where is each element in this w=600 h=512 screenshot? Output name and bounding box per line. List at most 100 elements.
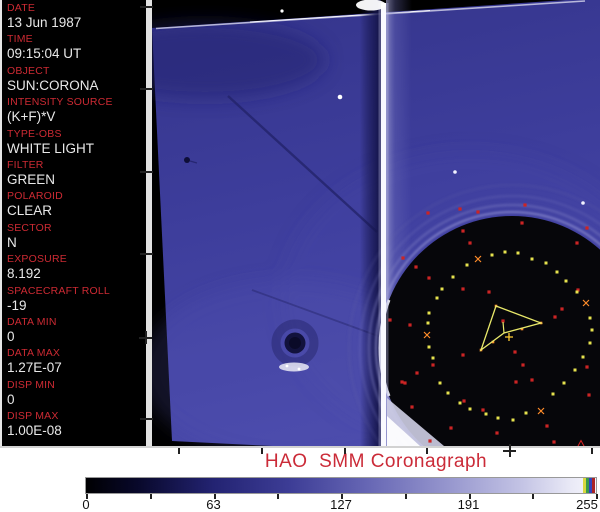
- colorbar-overlay-stripe: [592, 478, 595, 493]
- dust-speck-dark: [184, 157, 190, 163]
- field-label: SPACECRAFT ROLL: [7, 284, 110, 297]
- fiducial-dot: [426, 321, 430, 325]
- fiducial-dot: [426, 211, 430, 215]
- occulting-disk: [380, 216, 600, 446]
- x-marker: [537, 407, 545, 415]
- fiducial-dot: [575, 290, 579, 294]
- fiducial-dot: [575, 241, 579, 245]
- colorbar-tick-label: 127: [330, 497, 352, 512]
- colorbar-overlay-stripe: [589, 478, 592, 493]
- fiducial-dot: [495, 431, 499, 435]
- fiducial-dot: [490, 253, 494, 257]
- diagonal-streak: [227, 95, 378, 233]
- field-label: DISP MIN: [7, 378, 56, 391]
- fiducial-dot: [400, 380, 404, 384]
- fiducial-dot: [446, 391, 450, 395]
- fiducial-dot: [520, 327, 524, 331]
- field-label: SECTOR: [7, 221, 52, 234]
- fiducial-dot: [514, 380, 518, 384]
- field-value: (K+F)*V: [7, 109, 56, 125]
- fiducial-markers: [388, 203, 594, 446]
- image-title: HAO SMM Coronagraph: [264, 451, 488, 472]
- frame-border: [0, 446, 600, 448]
- fiducial-dot: [388, 318, 392, 322]
- fiducial-dot: [585, 226, 589, 230]
- fiducial-dot: [501, 319, 505, 323]
- metadata-field: INTENSITY SOURCE (K+F)*V: [7, 96, 146, 127]
- fiducial-dot: [476, 210, 480, 214]
- fiducial-dot: [410, 405, 414, 409]
- fiducial-dot: [530, 378, 534, 382]
- fiducial-dot: [427, 345, 431, 349]
- bottom-axis-tick: [426, 448, 428, 454]
- metadata-field: DISP MIN 0: [7, 379, 146, 410]
- field-label: OBJECT: [7, 64, 50, 77]
- field-value: 0: [7, 391, 15, 407]
- fiducial-dot: [468, 241, 472, 245]
- field-label: POLAROID: [7, 190, 63, 203]
- left-axis-tick: [140, 171, 153, 173]
- metadata-field: SECTOR N: [7, 222, 146, 253]
- x-marker: [474, 255, 482, 263]
- field-value: CLEAR: [7, 203, 53, 219]
- field-value: N: [7, 234, 17, 250]
- metadata-field: SPACECRAFT ROLL -19: [7, 285, 146, 316]
- pylon-top-blob: [356, 0, 386, 11]
- fiducial-dot: [458, 401, 462, 405]
- colorbar-tick: [341, 494, 343, 499]
- metadata-field: DISP MAX 1.00E-08: [7, 410, 146, 441]
- fiducial-dot: [401, 256, 405, 260]
- fiducial-dot: [449, 426, 453, 430]
- fiducial-dot: [524, 411, 528, 415]
- fiducial-dot: [521, 363, 525, 367]
- fiducial-dot: [555, 270, 559, 274]
- bottom-axis-tick: [344, 448, 346, 454]
- metadata-field: DATE 13 Jun 1987: [7, 2, 146, 33]
- occulter-artifact-blob: [271, 319, 319, 372]
- metadata-field: DATA MIN 0: [7, 316, 146, 347]
- fiducial-dot: [403, 381, 407, 385]
- field-value: -19: [7, 297, 27, 313]
- field-label: FILTER: [7, 158, 44, 171]
- field-value: GREEN: [7, 171, 56, 187]
- fiducial-dot: [484, 412, 488, 416]
- field-value: 0: [7, 328, 15, 344]
- fiducial-dot: [520, 221, 524, 225]
- coronagraph-image: [152, 0, 600, 446]
- fiducial-dot: [585, 365, 589, 369]
- fiducial-dot: [590, 328, 594, 332]
- colorbar-tick: [86, 494, 88, 499]
- fiducial-dot: [468, 407, 472, 411]
- fiducial-dot: [545, 424, 549, 428]
- fiducial-dot: [435, 296, 439, 300]
- field-label: INTENSITY SOURCE: [7, 96, 113, 109]
- field-value: 1.00E-08: [7, 423, 62, 439]
- fiducial-dot: [564, 279, 568, 283]
- colorbar-tick-label: 63: [206, 497, 221, 512]
- fiducial-dot: [481, 408, 485, 412]
- occulter-pylon: [381, 3, 386, 446]
- fiducial-dot: [530, 257, 534, 261]
- fiducial-dot: [551, 392, 555, 396]
- fiducial-dot: [465, 263, 469, 267]
- fiducial-dot: [562, 381, 566, 385]
- colorbar-tick: [468, 494, 471, 499]
- fiducial-dot: [408, 323, 412, 327]
- fiducial-dot: [553, 315, 557, 319]
- bottom-axis-tick: [261, 448, 263, 454]
- left-axis-tick: [140, 6, 153, 8]
- fiducial-dot: [438, 381, 442, 385]
- fiducial-dot: [427, 311, 431, 315]
- dust-speck-tail: [189, 160, 198, 164]
- field-value: 09:15:04 UT: [7, 46, 82, 62]
- fiducial-dot: [427, 276, 431, 280]
- image-display[interactable]: [152, 0, 600, 446]
- fiducial-dot: [431, 356, 435, 360]
- fiducial-dot: [462, 399, 466, 403]
- colorbar-tick-label: 191: [457, 497, 480, 512]
- fiducial-dot: [552, 440, 556, 444]
- metadata-field: TIME 09:15:04 UT: [7, 33, 146, 64]
- fiducial-dot: [487, 290, 491, 294]
- x-marker: [582, 299, 590, 307]
